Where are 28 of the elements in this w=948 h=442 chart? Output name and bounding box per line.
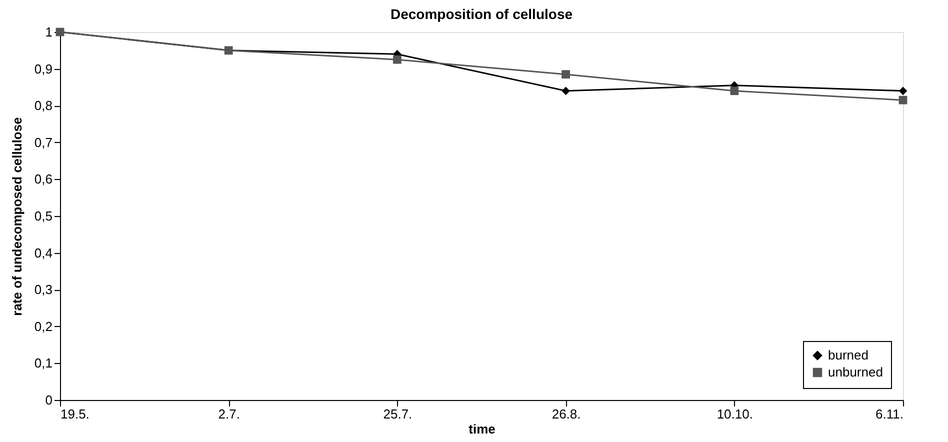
x-tick-label: 26.8. (552, 406, 581, 422)
y-tick-label: 0,9 (34, 61, 52, 76)
x-tick-label: 2.7. (218, 406, 240, 422)
y-tick-label: 0 (45, 392, 52, 408)
point (730, 86, 739, 96)
x-tick-label: 6.11. (876, 406, 904, 422)
y-tick-label: 0,2 (34, 318, 52, 334)
x-tick-label: 19.5. (60, 406, 90, 422)
x-tick-label: 25.7. (383, 406, 412, 422)
point (562, 70, 570, 79)
legend-label: unburned (828, 364, 883, 380)
point (562, 86, 570, 96)
y-tick-label: 0,3 (34, 282, 52, 298)
x-axis-title: time (468, 422, 496, 436)
y-tick-label: 1 (45, 24, 52, 40)
point (393, 55, 402, 64)
y-tick-label: 0,8 (34, 98, 52, 114)
y-tick-label: 0,1 (34, 356, 52, 371)
chart-title: Decomposition of cellulose (390, 6, 573, 22)
y-tick-label: 0,4 (34, 245, 52, 260)
point (898, 96, 908, 104)
y-tick-label: 0,7 (34, 134, 52, 150)
y-tick-label: 0,6 (34, 172, 52, 187)
legend-label: burned (828, 348, 868, 362)
y-tick-label: 0,5 (34, 208, 52, 224)
y-axis-title: rate of undecomposed cellulose (9, 117, 24, 316)
x-tick-label: 10.10. (716, 406, 753, 422)
point (898, 86, 908, 96)
